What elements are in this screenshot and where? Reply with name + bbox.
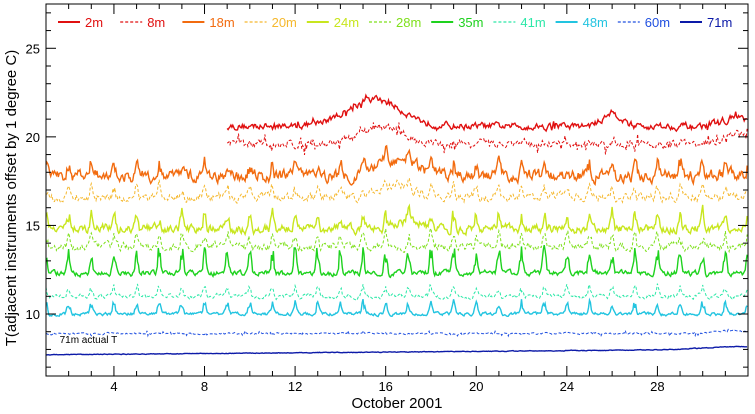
- y-tick-label: 20: [26, 130, 40, 145]
- legend-label-71m: 71m: [707, 15, 732, 30]
- x-axis-title: October 2001: [352, 395, 443, 412]
- x-tick-label: 8: [201, 379, 208, 394]
- annotation-71m-actual: 71m actual T: [60, 335, 118, 346]
- series-line-35m: [46, 244, 748, 279]
- series-line-71m: [46, 345, 748, 356]
- series-line-60m: [46, 328, 748, 338]
- legend-label-35m: 35m: [458, 15, 483, 30]
- series-line-2m: [226, 93, 748, 133]
- legend-label-28m: 28m: [396, 15, 421, 30]
- legend-label-20m: 20m: [272, 15, 297, 30]
- legend-label-24m: 24m: [334, 15, 359, 30]
- plot-lines: [46, 93, 748, 356]
- legend-label-8m: 8m: [147, 15, 165, 30]
- x-tick-label: 24: [560, 379, 574, 394]
- series-line-18m: [46, 144, 748, 187]
- x-tick-label: 20: [469, 379, 483, 394]
- series-line-48m: [46, 297, 748, 318]
- legend-label-41m: 41m: [520, 15, 545, 30]
- x-tick-label: 28: [650, 379, 664, 394]
- y-tick-label: 25: [26, 41, 40, 56]
- series-line-24m: [46, 203, 748, 237]
- x-tick-label: 4: [110, 379, 117, 394]
- legend-label-60m: 60m: [645, 15, 670, 30]
- series-line-41m: [46, 282, 748, 301]
- x-tick-label: 12: [288, 379, 302, 394]
- legend: 2m 8m 18m 20m 24m 28m 35m 41m 48m 60m 71m: [58, 15, 732, 30]
- series-line-8m: [226, 122, 748, 155]
- legend-label-48m: 48m: [583, 15, 608, 30]
- axis-ticks: 4 8 12 16 20 24 28 10 15 20 25: [26, 4, 748, 394]
- y-axis-title: T(adjacent instruments offset by 1 degre…: [3, 50, 20, 347]
- plot-frame: [45, 3, 749, 377]
- legend-label-2m: 2m: [85, 15, 103, 30]
- x-tick-label: 16: [378, 379, 392, 394]
- legend-label-18m: 18m: [209, 15, 234, 30]
- y-tick-label: 15: [26, 218, 40, 233]
- series-line-20m: [46, 177, 748, 204]
- series-line-28m: [46, 226, 748, 254]
- y-tick-label: 10: [26, 307, 40, 322]
